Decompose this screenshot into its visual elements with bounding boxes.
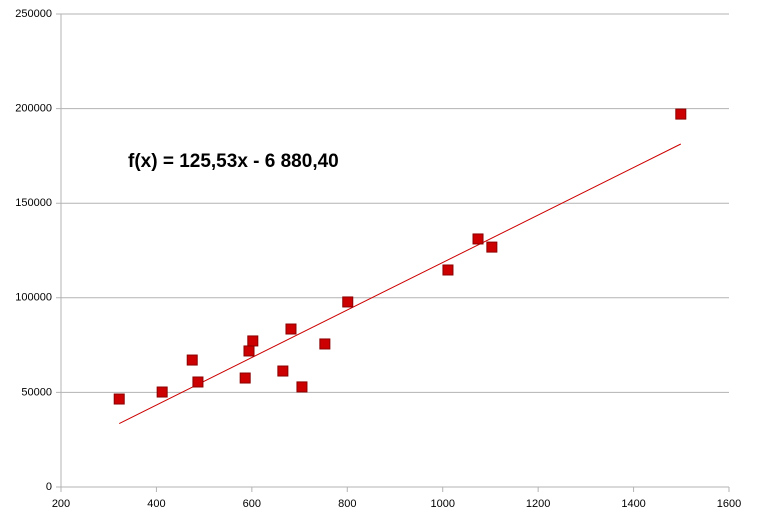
y-tick-label: 200000 bbox=[15, 103, 52, 115]
point bbox=[675, 108, 687, 120]
point bbox=[247, 335, 259, 347]
point bbox=[243, 345, 255, 357]
point bbox=[486, 241, 498, 253]
point bbox=[285, 323, 297, 335]
point bbox=[342, 296, 354, 308]
x-tick-label: 1600 bbox=[717, 498, 741, 510]
point bbox=[239, 372, 251, 384]
trendline-equation: f(x) = 125,53x - 6 880,40 bbox=[128, 151, 339, 172]
y-tick-label: 250000 bbox=[15, 8, 52, 20]
point bbox=[296, 381, 308, 393]
point bbox=[472, 233, 484, 245]
y-tick-label: 150000 bbox=[15, 197, 52, 209]
x-tick-label: 600 bbox=[243, 498, 261, 510]
x-tick-label: 800 bbox=[338, 498, 356, 510]
x-tick-label: 1200 bbox=[526, 498, 550, 510]
point bbox=[277, 365, 289, 377]
x-tick-label: 1000 bbox=[430, 498, 454, 510]
x-tick-label: 200 bbox=[52, 498, 70, 510]
y-tick-label: 100000 bbox=[15, 292, 52, 304]
x-tick-label: 400 bbox=[147, 498, 165, 510]
point bbox=[192, 376, 204, 388]
point bbox=[442, 264, 454, 276]
y-tick-label: 0 bbox=[46, 481, 52, 493]
trendline bbox=[118, 143, 682, 424]
point bbox=[113, 393, 125, 405]
point bbox=[319, 338, 331, 350]
point bbox=[186, 354, 198, 366]
x-tick-label: 1400 bbox=[621, 498, 645, 510]
point bbox=[156, 386, 168, 398]
y-tick-label: 50000 bbox=[21, 386, 52, 398]
